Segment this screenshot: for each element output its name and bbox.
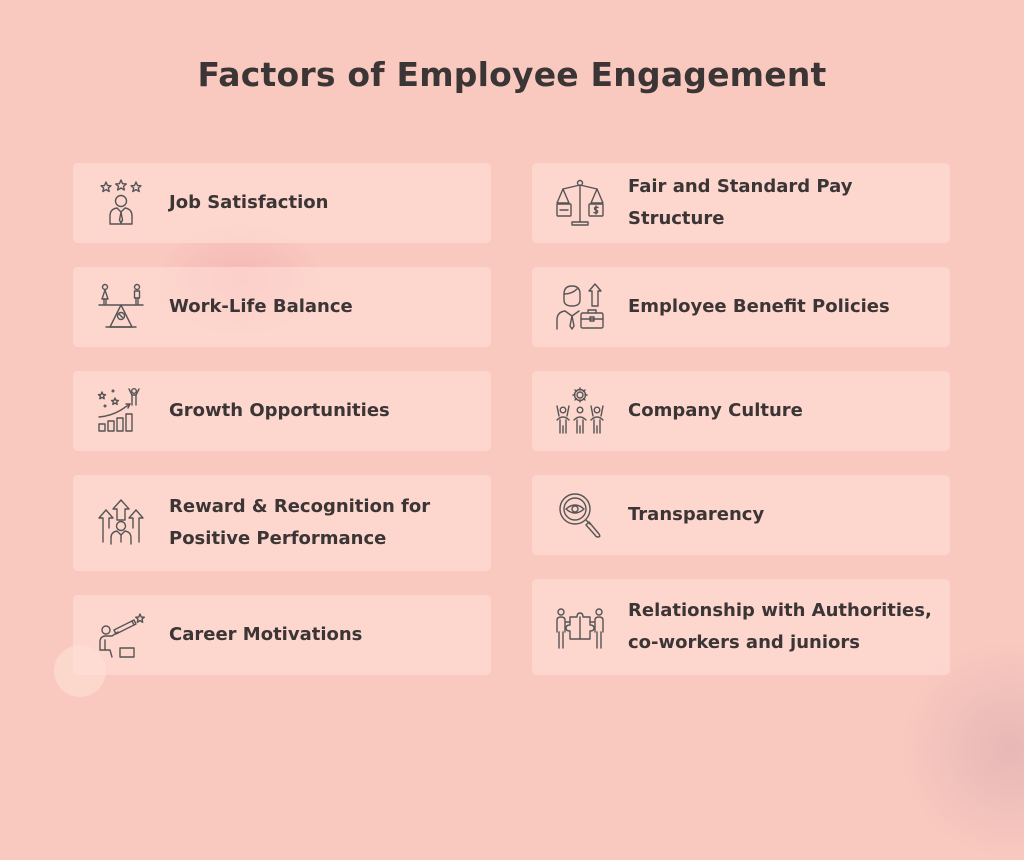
- pay-scale-icon: [554, 177, 606, 229]
- factor-label: Transparency: [628, 504, 765, 525]
- factor-card-work-life-balance: Work-Life Balance: [73, 267, 491, 347]
- employee-benefits-icon: [554, 281, 606, 333]
- factor-card-reward-recognition: Reward & Recognition for Positive Perfor…: [73, 475, 491, 571]
- factor-card-relationships: Relationship with Authorities, co-worker…: [532, 579, 950, 675]
- factor-label: Growth Opportunities: [169, 400, 390, 421]
- factor-label: Work-Life Balance: [169, 296, 353, 317]
- career-telescope-icon: [95, 609, 147, 661]
- factor-card-job-satisfaction: Job Satisfaction: [73, 163, 491, 243]
- factor-label: Relationship with Authorities, co-worker…: [628, 600, 932, 653]
- factor-label: Company Culture: [628, 400, 803, 421]
- relationship-puzzle-icon: [554, 601, 606, 653]
- factor-card-fair-pay-structure: Fair and Standard Pay Structure: [532, 163, 950, 243]
- team-culture-icon: [554, 385, 606, 437]
- page-title: Factors of Employee Engagement: [197, 55, 827, 94]
- factor-label: Reward & Recognition for Positive Perfor…: [169, 496, 431, 549]
- employee-rating-stars-icon: [95, 177, 147, 229]
- factor-card-career-motivations: Career Motivations: [73, 595, 491, 675]
- magnifier-eye-icon: [554, 489, 606, 541]
- growth-chart-icon: [95, 385, 147, 437]
- recognition-arrows-icon: [95, 497, 147, 549]
- factor-card-employee-benefit-policies: Employee Benefit Policies: [532, 267, 950, 347]
- factor-label: Employee Benefit Policies: [628, 296, 890, 317]
- factor-label: Fair and Standard Pay Structure: [628, 176, 853, 229]
- balance-scale-icon: [95, 281, 147, 333]
- factor-label: Career Motivations: [169, 624, 363, 645]
- factor-card-company-culture: Company Culture: [532, 371, 950, 451]
- factor-card-transparency: Transparency: [532, 475, 950, 555]
- factor-label: Job Satisfaction: [169, 192, 329, 213]
- factor-card-growth-opportunities: Growth Opportunities: [73, 371, 491, 451]
